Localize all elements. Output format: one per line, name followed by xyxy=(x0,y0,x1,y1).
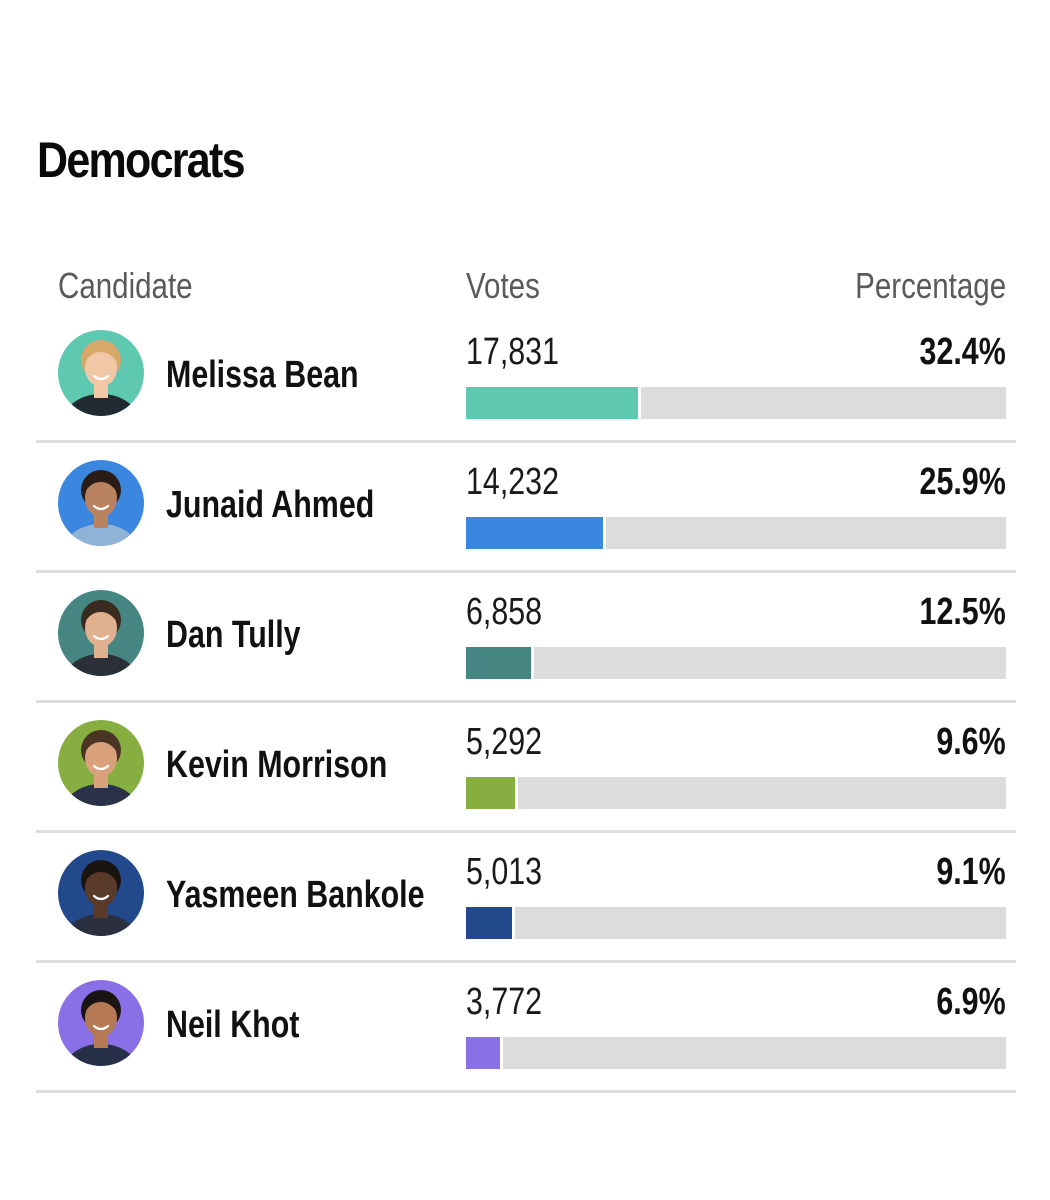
bar-track xyxy=(466,777,1006,809)
candidate-name: Neil Khot xyxy=(166,1004,300,1046)
chart-title: Democrats xyxy=(37,132,246,188)
candidate-row: Melissa Bean 17,831 32.4% xyxy=(36,310,1016,443)
vote-bar xyxy=(466,1037,503,1069)
candidate-photo-icon xyxy=(58,330,144,416)
percentage-label: 25.9% xyxy=(919,461,1006,503)
candidate-photo-icon xyxy=(58,460,144,546)
vote-count-label: 5,292 xyxy=(466,721,543,763)
bar-track xyxy=(466,387,1006,419)
bar-track xyxy=(466,647,1006,679)
bar-track xyxy=(466,517,1006,549)
candidate-name: Junaid Ahmed xyxy=(166,484,375,526)
candidate-row: Neil Khot 3,772 6.9% xyxy=(36,960,1016,1093)
candidate-name: Dan Tully xyxy=(166,614,301,656)
vote-count-label: 3,772 xyxy=(466,981,543,1023)
candidate-row: Dan Tully 6,858 12.5% xyxy=(36,570,1016,703)
column-header-percentage: Percentage xyxy=(855,265,1006,306)
vote-bar xyxy=(466,387,641,419)
percentage-label: 9.1% xyxy=(936,851,1006,893)
column-header-votes: Votes xyxy=(466,265,540,306)
candidate-name: Yasmeen Bankole xyxy=(166,874,425,916)
vote-bar xyxy=(466,647,534,679)
candidate-name: Melissa Bean xyxy=(166,354,359,396)
column-header-candidate: Candidate xyxy=(58,265,193,306)
bar-track xyxy=(466,1037,1006,1069)
candidate-photo-icon xyxy=(58,850,144,936)
candidate-row: Junaid Ahmed 14,232 25.9% xyxy=(36,440,1016,573)
vote-bar xyxy=(466,907,515,939)
candidate-row: Yasmeen Bankole 5,013 9.1% xyxy=(36,830,1016,963)
percentage-label: 6.9% xyxy=(936,981,1006,1023)
vote-bar xyxy=(466,517,606,549)
candidate-photo-icon xyxy=(58,980,144,1066)
candidate-photo-icon xyxy=(58,720,144,806)
bar-track xyxy=(466,907,1006,939)
vote-count-label: 6,858 xyxy=(466,591,543,633)
percentage-label: 12.5% xyxy=(919,591,1006,633)
candidate-name: Kevin Morrison xyxy=(166,744,388,786)
vote-bar xyxy=(466,777,518,809)
percentage-label: 9.6% xyxy=(936,721,1006,763)
vote-count-label: 5,013 xyxy=(466,851,543,893)
candidate-row: Kevin Morrison 5,292 9.6% xyxy=(36,700,1016,833)
percentage-label: 32.4% xyxy=(919,331,1006,373)
vote-count-label: 17,831 xyxy=(466,331,559,373)
candidate-photo-icon xyxy=(58,590,144,676)
vote-count-label: 14,232 xyxy=(466,461,559,503)
